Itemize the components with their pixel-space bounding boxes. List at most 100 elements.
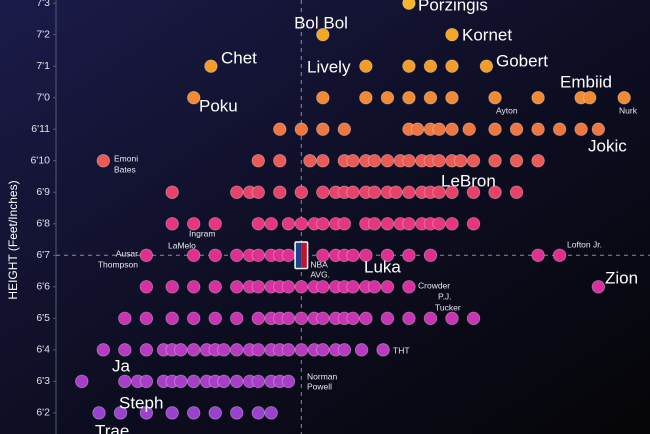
player-dot xyxy=(281,280,296,294)
player-dot xyxy=(591,280,606,294)
player-dot xyxy=(402,59,416,73)
player-dot xyxy=(531,154,545,168)
player-dot xyxy=(402,248,416,262)
player-dot xyxy=(230,374,244,389)
annotation: Kornet xyxy=(462,25,512,44)
player-dot xyxy=(531,248,545,262)
y-tick-label: 6'11 xyxy=(31,123,50,135)
player-dot xyxy=(488,91,502,105)
player-dot xyxy=(174,343,188,357)
annotation: Tucker xyxy=(435,302,461,312)
player-dot xyxy=(96,343,111,357)
nba-logo xyxy=(294,241,309,270)
player-dot xyxy=(165,406,179,420)
player-dot xyxy=(139,406,154,420)
player-dot xyxy=(251,374,265,389)
player-dot xyxy=(509,154,524,168)
player-dot xyxy=(294,343,309,357)
annotation: Poku xyxy=(199,96,238,115)
player-dot xyxy=(281,248,296,262)
player-dot xyxy=(346,154,360,168)
annotation: Powell xyxy=(307,381,332,391)
annotation: Ayton xyxy=(496,105,518,115)
player-dot xyxy=(187,311,201,326)
player-dot xyxy=(187,406,201,420)
average-label: NBA xyxy=(310,260,328,270)
player-dot xyxy=(251,217,265,231)
player-dot xyxy=(380,311,395,326)
player-dot xyxy=(264,406,278,420)
player-dot xyxy=(316,343,330,357)
player-dot xyxy=(617,91,631,105)
annotation: Ja xyxy=(112,356,131,375)
player-dot xyxy=(264,217,278,231)
player-dot xyxy=(316,311,330,326)
annotation: P.J. xyxy=(438,291,452,301)
player-dot xyxy=(591,122,606,136)
plot-area: 7'3 7'2 7'1 7'0 6'11 6'10 6'9 6'8 6'7 6'6 6'5 6'4 6'… xyxy=(30,0,650,434)
player-dot xyxy=(466,185,481,199)
player-dot xyxy=(316,91,330,105)
player-dot xyxy=(96,154,111,168)
player-dot xyxy=(294,217,309,231)
player-dot xyxy=(139,343,154,357)
y-tick-label: 7'0 xyxy=(36,91,50,103)
y-tick-label: 6'6 xyxy=(36,281,50,293)
player-dot xyxy=(445,217,459,231)
annotations: Porzingis Bol Bol Kornet Chet Lively Gob… xyxy=(95,0,638,434)
player-dot xyxy=(445,91,459,105)
player-dot xyxy=(208,280,222,294)
player-dot xyxy=(488,122,502,136)
annotation: Thompson xyxy=(98,259,138,269)
annotation: Bates xyxy=(114,164,136,174)
player-dot xyxy=(583,91,597,105)
player-dot xyxy=(466,217,481,231)
player-dot xyxy=(432,217,446,231)
player-dot xyxy=(337,122,352,136)
player-dot xyxy=(316,280,330,294)
player-dot xyxy=(509,185,524,199)
player-dot xyxy=(118,343,132,357)
player-dot xyxy=(165,311,179,326)
player-dot xyxy=(113,406,128,420)
player-dot xyxy=(230,185,244,199)
y-axis-label: HEIGHT (Feet/Inches) xyxy=(6,180,20,299)
player-dot xyxy=(251,185,265,199)
player-dot xyxy=(139,374,154,389)
player-dot xyxy=(423,248,438,262)
annotation: Chet xyxy=(221,48,257,67)
player-dot xyxy=(187,248,201,262)
annotation: Bol Bol xyxy=(294,13,348,32)
annotation: Ausar xyxy=(116,248,138,258)
player-dot xyxy=(402,185,416,199)
annotation: Luka xyxy=(364,257,401,276)
annotation: Zion xyxy=(605,268,638,287)
player-dot xyxy=(208,248,222,262)
player-dot xyxy=(273,154,287,168)
player-dot xyxy=(402,154,416,168)
player-dot xyxy=(380,280,395,294)
player-dot xyxy=(359,59,373,73)
y-tick-label: 6'2 xyxy=(36,407,50,419)
player-dot xyxy=(208,217,222,231)
player-dot xyxy=(462,122,476,136)
y-tick-label: 6'7 xyxy=(36,249,50,261)
player-dot xyxy=(230,248,244,262)
annotation: Emoni xyxy=(114,153,138,163)
player-dot xyxy=(165,185,179,199)
player-dot xyxy=(380,248,395,262)
y-tick-label: 6'3 xyxy=(36,375,50,387)
player-dot xyxy=(118,374,132,389)
player-dot xyxy=(432,154,446,168)
player-dot xyxy=(466,154,481,168)
player-dot xyxy=(294,311,309,326)
player-dot xyxy=(445,185,459,199)
player-dot xyxy=(380,154,395,168)
player-dot xyxy=(294,185,309,199)
player-dot xyxy=(432,122,446,136)
y-tick-label: 7'1 xyxy=(36,60,50,72)
player-dot xyxy=(251,154,265,168)
player-dot xyxy=(208,311,222,326)
annotation: Gobert xyxy=(496,51,548,70)
player-dot xyxy=(139,311,154,326)
